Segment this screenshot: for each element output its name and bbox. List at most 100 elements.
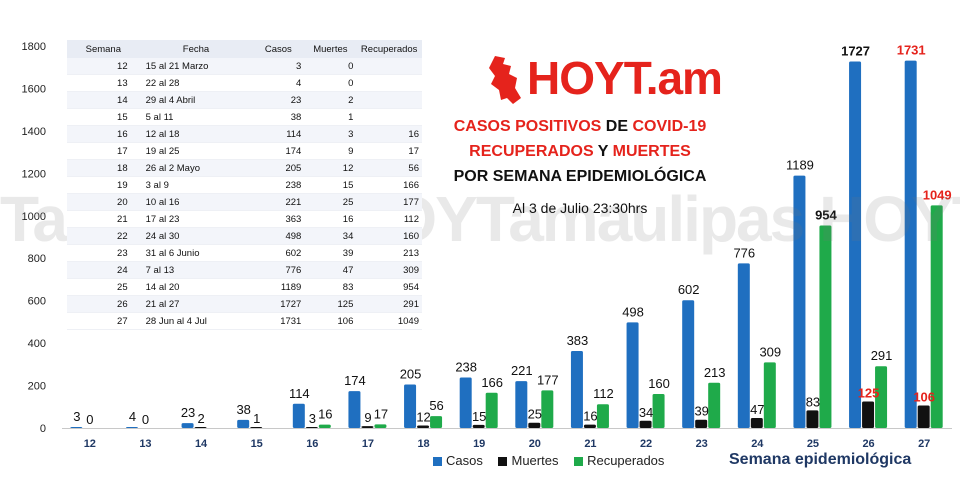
- bar-recuperados: [485, 392, 498, 428]
- bar-recuperados: [652, 394, 665, 428]
- title-casos-positivos: CASOS POSITIVOS: [453, 118, 602, 135]
- bar-muertes: [250, 427, 263, 428]
- data-label-muertes: 83: [806, 394, 820, 409]
- table-cell: 238: [252, 176, 305, 194]
- table-cell: 1049: [356, 312, 422, 330]
- bar-casos: [459, 377, 472, 428]
- table-cell: 1731: [252, 312, 305, 330]
- data-label-casos: 498: [622, 304, 644, 319]
- table-cell: 0: [304, 58, 357, 75]
- table-row: 17 19 al 25 174 9 17: [67, 142, 422, 160]
- data-label-muertes: 0: [86, 412, 93, 427]
- table-cell: 0: [304, 74, 357, 92]
- table-cell: 38: [252, 108, 305, 126]
- data-label-casos: 238: [455, 359, 477, 374]
- bar-recuperados: [541, 390, 554, 428]
- x-tick-label: 20: [529, 438, 541, 450]
- x-tick-label: 26: [862, 438, 874, 450]
- table-cell: 19 al 25: [139, 142, 253, 160]
- table-cell: 13: [67, 74, 140, 92]
- table-cell: 17: [356, 142, 422, 160]
- table-cell: 24 al 30: [139, 227, 253, 245]
- table-row: 15 5 al 11 38 1: [67, 108, 422, 126]
- table-cell: 19: [67, 176, 140, 194]
- table-cell: 56: [356, 159, 422, 177]
- data-label-muertes: 25: [528, 407, 542, 422]
- table-cell: 17 al 23: [139, 210, 253, 228]
- table-cell: 177: [356, 193, 422, 211]
- legend-item-casos: Casos: [433, 453, 483, 468]
- data-label-recuperados: 160: [648, 376, 670, 391]
- title-de: DE: [601, 118, 633, 135]
- x-tick-label: 12: [84, 438, 96, 450]
- data-label-recuperados: 166: [481, 375, 503, 390]
- bar-recuperados: [819, 225, 832, 428]
- table-row: 24 7 al 13 776 47 309: [67, 261, 422, 279]
- legend-item-recuperados: Recuperados: [574, 453, 664, 468]
- table-cell: 28 Jun al 4 Jul: [139, 312, 253, 330]
- table-cell: 26: [67, 295, 140, 313]
- table-cell: 20: [67, 193, 140, 211]
- chart-title-line1: CASOS POSITIVOS DE COVID-19: [430, 118, 730, 136]
- table-cell: 498: [252, 227, 305, 245]
- x-tick-label: 22: [640, 438, 652, 450]
- chart-title-line3: POR SEMANA EPIDEMIOLÓGICA: [453, 168, 707, 185]
- legend-swatch-recuperados: [574, 457, 584, 467]
- table-row: 21 17 al 23 363 16 112: [67, 210, 422, 228]
- data-label-recuperados: 112: [593, 386, 614, 401]
- bar-muertes: [583, 424, 596, 428]
- data-label-recuperados: 177: [537, 372, 559, 387]
- table-cell: 1727: [252, 295, 305, 313]
- table-cell: 23: [67, 244, 140, 262]
- data-label-muertes: 0: [142, 412, 149, 427]
- legend-label-muertes: Muertes: [511, 453, 559, 468]
- data-label-casos: 205: [400, 366, 422, 381]
- table-cell: 166: [356, 176, 422, 194]
- table-cell: 602: [252, 244, 305, 262]
- table-row: 18 26 al 2 Mayo 205 12 56: [67, 159, 422, 177]
- table-cell: [356, 58, 422, 75]
- bar-casos: [70, 427, 83, 428]
- y-tick-label: 1400: [22, 126, 46, 138]
- chart-title-line2: RECUPERADOS Y MUERTES: [430, 143, 730, 161]
- data-label-casos: 383: [567, 333, 589, 348]
- y-tick-label: 1200: [22, 168, 46, 180]
- x-tick-label: 13: [139, 438, 151, 450]
- x-tick-label: 19: [473, 438, 485, 450]
- x-tick-label: 25: [807, 438, 819, 450]
- table-cell: 12: [304, 159, 357, 177]
- data-label-recuperados: 309: [759, 344, 781, 359]
- table-row: 12 15 al 21 Marzo 3 0: [67, 58, 422, 75]
- bar-casos: [515, 381, 528, 428]
- data-label-muertes: 15: [472, 409, 486, 424]
- title-covid: COVID-19: [632, 118, 707, 135]
- table-cell: 12 al 18: [139, 125, 253, 143]
- table-header-row: Semana Fecha Casos Muertes Recuperados: [67, 40, 422, 58]
- bar-muertes: [806, 410, 819, 428]
- table-cell: 22 al 28: [139, 74, 253, 92]
- table-row: 19 3 al 9 238 15 166: [67, 176, 422, 194]
- table-cell: 3: [304, 125, 357, 143]
- table-cell: 21 al 27: [139, 295, 253, 313]
- table-cell: 14: [67, 91, 140, 109]
- title-muertes: MUERTES: [612, 143, 691, 160]
- logo-suffix: T.am: [623, 52, 723, 104]
- table-header-cell: Fecha: [139, 40, 253, 58]
- table-row: 27 28 Jun al 4 Jul 1731 106 1049: [67, 312, 422, 330]
- bar-recuperados: [708, 382, 721, 428]
- table-cell: 27: [67, 312, 140, 330]
- data-label-casos: 602: [678, 282, 700, 297]
- x-tick-label: 27: [918, 438, 930, 450]
- title-y: Y: [593, 143, 613, 160]
- bar-casos: [737, 263, 750, 428]
- x-tick-label: 15: [251, 438, 263, 450]
- table-cell: 25: [67, 278, 140, 296]
- bar-casos: [626, 322, 639, 428]
- table-cell: 205: [252, 159, 305, 177]
- data-label-muertes: 39: [694, 404, 708, 419]
- table-cell: 16: [356, 125, 422, 143]
- table-header-cell: Semana: [67, 40, 140, 58]
- bar-muertes: [528, 422, 541, 428]
- bar-casos: [292, 403, 305, 428]
- bar-recuperados: [318, 424, 331, 428]
